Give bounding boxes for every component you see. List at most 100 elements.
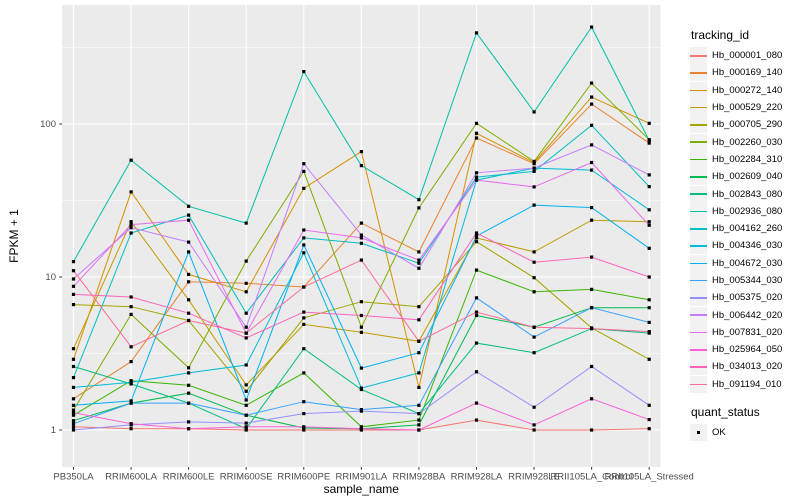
data-point [71,269,76,273]
data-point [302,425,306,429]
data-point [244,403,248,407]
data-point [590,123,594,127]
data-point [129,226,133,230]
data-point [129,190,133,194]
data-point [647,298,651,302]
data-point [71,284,76,288]
legend-label: Hb_002843_080 [712,188,783,200]
data-point [647,357,651,361]
data-point [302,285,306,289]
legend-line-icon [690,366,707,368]
data-point [532,185,536,189]
quant-legend-items: OK [690,424,798,442]
data-point [474,31,479,35]
legend-key-swatch [690,202,707,220]
data-point [359,409,363,413]
data-point [474,240,479,244]
legend-key-swatch [690,185,707,203]
legend-item-Hb_007831_020: Hb_007831_020 [690,323,798,341]
data-point [302,316,306,320]
data-point [359,325,363,329]
data-point [590,81,594,85]
data-point [359,150,363,154]
data-point [647,208,651,212]
data-point [474,313,479,318]
legend-line-icon [690,158,707,161]
legend-item-Hb_091194_010: Hb_091194_010 [690,375,798,393]
data-point [71,419,76,423]
data-point [302,228,306,232]
data-point [71,347,76,351]
legend-key-swatch [690,116,707,134]
data-point [129,399,133,403]
data-point [532,110,536,114]
data-point [187,311,191,315]
data-point [244,425,248,429]
legend-item-Hb_000529_220: Hb_000529_220 [690,99,798,117]
data-point [244,398,248,402]
data-point [244,325,248,329]
data-point [532,166,536,170]
data-point [590,143,594,147]
legend-label: Hb_002936_080 [712,205,783,217]
legend-label: Hb_034013_020 [712,361,783,373]
legend-title-quant-status: quant_status [691,404,760,419]
data-point [647,141,651,145]
quant-legend-item: OK [690,424,798,442]
x-tick-label: RRII105LA_Stressed [605,472,694,483]
data-point [129,220,133,224]
data-point [590,168,594,172]
legend-label: Hb_002284_310 [712,153,783,165]
data-point [244,363,248,367]
legend-item-Hb_005375_020: Hb_005375_020 [690,289,798,307]
data-point [590,287,594,291]
data-point [302,412,306,416]
data-point [71,403,76,407]
x-tick-label: RRIM928LE [508,472,560,483]
data-point [302,186,306,190]
data-point [417,371,421,375]
legend-key-swatch [690,289,707,307]
data-point [359,425,363,429]
legend-label: Hb_005375_020 [712,292,783,304]
data-point [474,171,479,175]
data-point [302,243,306,247]
x-tick-label: RRIM901LA [335,472,387,483]
data-point [244,427,248,431]
data-point [71,292,76,296]
data-point [129,295,133,299]
data-point [359,164,363,168]
data-point [532,290,536,294]
data-point [302,310,306,314]
data-point [71,422,76,426]
data-point [71,357,76,361]
data-point [187,218,191,222]
legend-label: Hb_000169_140 [712,67,783,79]
legend-key-swatch [690,47,707,65]
data-point [244,331,248,335]
data-point [187,272,191,276]
data-point [244,336,248,340]
data-point [417,261,421,265]
legend-key-swatch [690,168,707,186]
legend-key-swatch [690,272,707,289]
legend-title-tracking-id: tracking_id [691,28,750,42]
data-point [187,391,191,395]
legend-line-icon [690,348,707,351]
data-point [129,401,133,405]
data-point [532,423,536,427]
data-point [474,131,479,135]
y-tick-label: 1 [51,425,56,436]
data-point [302,428,306,432]
data-point [590,364,594,369]
data-point [302,236,306,240]
data-point [647,185,651,189]
legend-label: Hb_000272_140 [712,84,783,96]
data-point [532,428,536,432]
data-point [590,95,594,99]
data-point [302,169,306,173]
legend-key-swatch [690,81,707,99]
legend-label: Hb_000705_290 [712,119,783,131]
data-point [647,330,651,334]
